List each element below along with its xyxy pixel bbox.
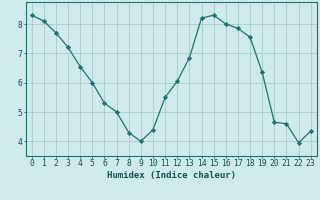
X-axis label: Humidex (Indice chaleur): Humidex (Indice chaleur) <box>107 171 236 180</box>
